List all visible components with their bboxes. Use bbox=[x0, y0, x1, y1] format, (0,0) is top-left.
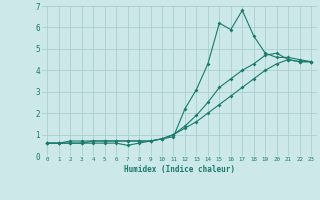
X-axis label: Humidex (Indice chaleur): Humidex (Indice chaleur) bbox=[124, 165, 235, 174]
